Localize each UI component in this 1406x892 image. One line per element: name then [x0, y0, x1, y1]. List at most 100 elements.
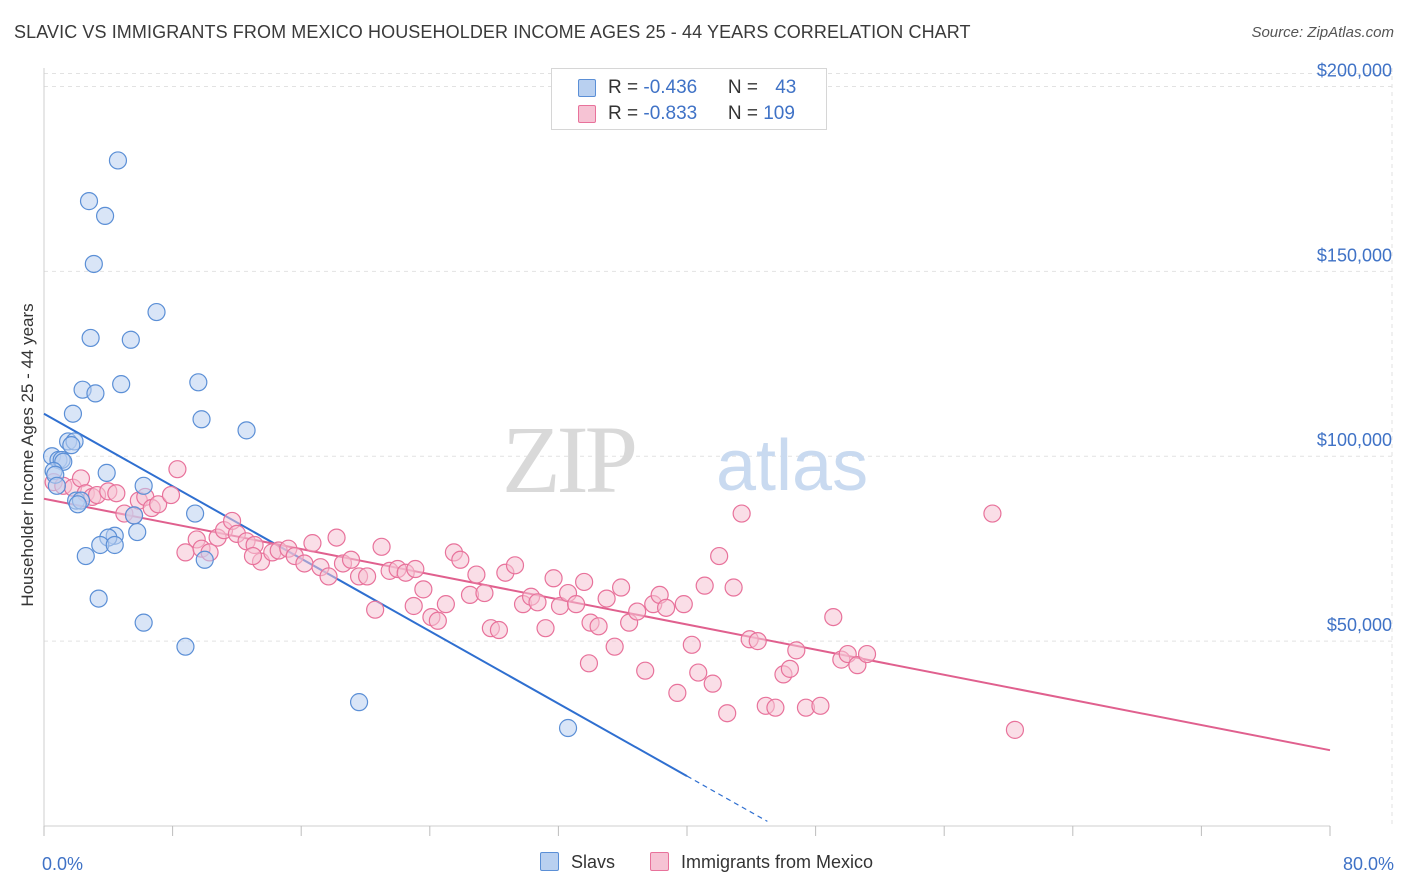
point-slavs — [112, 375, 131, 394]
point-mexico — [605, 637, 624, 656]
point-mexico — [657, 598, 676, 617]
bottom-legend-swatch-mexico — [650, 852, 669, 871]
point-slavs — [176, 637, 195, 656]
point-mexico — [668, 683, 687, 702]
point-mexico — [1005, 720, 1025, 739]
y-tick-label: $200,000 — [1317, 60, 1392, 80]
point-mexico — [589, 617, 608, 636]
bottom-legend-label-mexico: Immigrants from Mexico — [681, 852, 874, 872]
y-tick-label: $100,000 — [1317, 430, 1392, 450]
point-mexico — [579, 654, 599, 673]
point-mexico — [489, 620, 509, 640]
point-mexico — [475, 583, 494, 603]
point-mexico — [732, 504, 751, 523]
x-tick-label-max: 80.0% — [1343, 854, 1394, 874]
trend-lines — [43, 412, 1331, 822]
y-tick-label: $150,000 — [1317, 245, 1392, 265]
watermark-zip: ZIP — [502, 406, 635, 513]
point-slavs — [76, 546, 95, 566]
point-mexico — [414, 580, 433, 599]
point-slavs — [68, 495, 87, 514]
point-mexico — [467, 565, 486, 584]
point-slavs — [97, 463, 116, 482]
legend-r-label: R = — [608, 103, 644, 124]
point-slavs — [349, 693, 369, 712]
point-mexico — [983, 504, 1002, 523]
trend-line-slavs-extension — [686, 775, 768, 822]
point-mexico — [358, 567, 377, 586]
watermark: ZIP atlas — [502, 406, 868, 513]
point-slavs — [81, 328, 100, 348]
point-slavs — [134, 476, 153, 495]
bottom-legend-swatch-slavs — [540, 852, 559, 871]
point-slavs — [121, 330, 140, 349]
point-mexico — [811, 696, 830, 715]
point-mexico — [695, 576, 714, 595]
point-mexico — [682, 635, 701, 654]
point-mexico — [636, 661, 655, 680]
point-slavs — [89, 589, 108, 608]
point-mexico — [366, 600, 385, 619]
point-mexico — [295, 554, 314, 573]
bottom-legend-slavs[interactable]: Slavs — [540, 852, 615, 873]
point-mexico — [544, 569, 563, 588]
point-slavs — [63, 404, 83, 423]
point-mexico — [824, 607, 843, 627]
point-mexico — [505, 556, 525, 575]
point-slavs — [189, 373, 208, 392]
point-slavs — [128, 522, 147, 542]
point-mexico — [327, 528, 346, 547]
point-slavs — [134, 613, 153, 632]
bottom-legend-label-slavs: Slavs — [571, 852, 616, 872]
point-mexico — [406, 559, 425, 579]
stats-legend: R = -0.436 N = 43 R = -0.833 N = 109 — [551, 68, 827, 130]
point-slavs — [186, 504, 205, 523]
point-mexico — [575, 572, 594, 592]
point-mexico — [528, 593, 547, 612]
point-mexico — [597, 589, 616, 608]
point-slavs — [192, 410, 211, 429]
legend-swatch-slavs — [578, 79, 596, 97]
point-mexico — [303, 534, 322, 553]
legend-n-mexico: 109 — [763, 103, 795, 124]
y-tick-labels: $50,000 $100,000 $150,000 $200,000 — [1317, 60, 1392, 635]
point-slavs — [95, 206, 115, 226]
point-mexico — [748, 632, 767, 651]
point-slavs — [558, 718, 578, 738]
point-slavs — [237, 421, 256, 440]
point-mexico — [319, 567, 338, 586]
point-mexico — [628, 602, 647, 621]
point-mexico — [161, 485, 181, 505]
point-mexico — [451, 550, 470, 569]
point-mexico — [404, 596, 423, 616]
watermark-atlas: atlas — [716, 426, 868, 506]
point-mexico — [766, 698, 785, 717]
point-mexico — [718, 704, 737, 723]
point-mexico — [243, 546, 263, 566]
point-slavs — [84, 254, 103, 274]
point-mexico — [341, 550, 361, 569]
legend-n-label: N = — [727, 103, 764, 124]
point-slavs — [105, 535, 124, 555]
point-mexico — [149, 495, 168, 514]
point-mexico — [536, 619, 555, 638]
point-mexico — [674, 595, 693, 614]
gridlines — [44, 68, 1393, 826]
legend-r-label: R = — [608, 77, 644, 98]
point-slavs — [86, 384, 105, 403]
point-slavs — [147, 302, 166, 322]
point-mexico — [857, 644, 877, 664]
chart-source: Source: ZipAtlas.com — [1251, 24, 1394, 41]
point-slavs — [79, 192, 99, 211]
point-mexico — [372, 537, 391, 556]
point-mexico — [428, 611, 447, 630]
point-mexico — [780, 659, 799, 678]
bottom-legend-mexico[interactable]: Immigrants from Mexico — [650, 852, 873, 873]
point-mexico — [566, 595, 586, 614]
trend-line-slavs — [43, 412, 688, 777]
x-tick-labels: 0.0% 80.0% — [42, 854, 1394, 874]
point-mexico — [689, 663, 708, 682]
point-slavs — [108, 151, 128, 170]
point-slavs — [124, 506, 144, 525]
point-slavs — [62, 436, 81, 455]
